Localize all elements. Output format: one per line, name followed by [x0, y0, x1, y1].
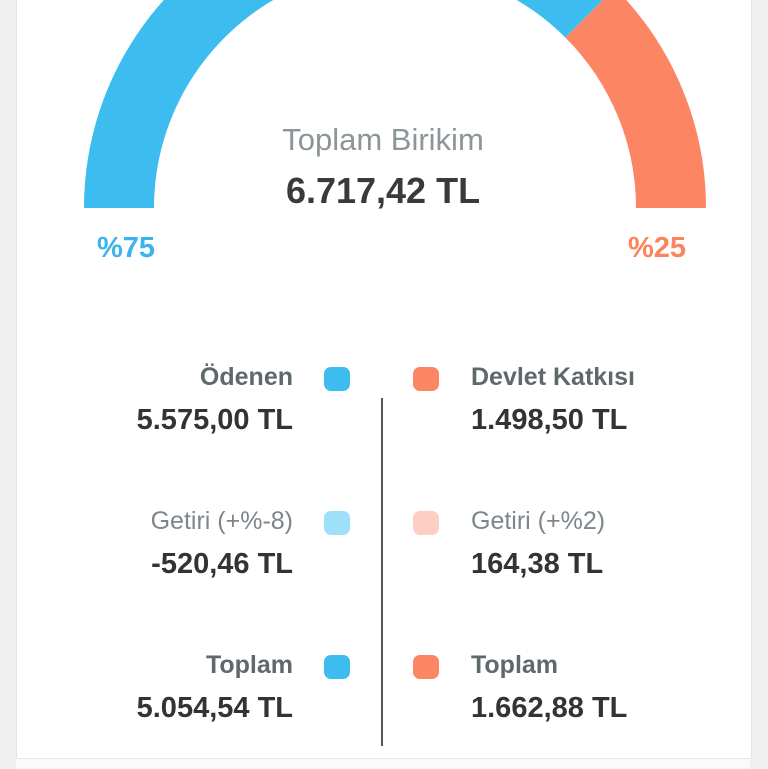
- total-savings-label: Toplam Birikim: [282, 122, 484, 157]
- state-percentage: %25: [628, 232, 687, 264]
- paid-percentage: %75: [97, 232, 156, 264]
- state-return-label: Getiri (+%2): [471, 507, 606, 535]
- paid-value: 5.575,00 TL: [136, 404, 293, 436]
- state-return-legend-dot: [413, 511, 439, 535]
- gauge-arc-state: [564, 0, 706, 209]
- state-total-value: 1.662,88 TL: [471, 692, 628, 724]
- state-contribution-value: 1.498,50 TL: [471, 404, 628, 436]
- state-return-value: 164,38 TL: [471, 548, 604, 580]
- paid-legend-dot: [324, 367, 350, 391]
- paid-total-value: 5.054,54 TL: [136, 692, 293, 724]
- state-legend-dot: [413, 367, 439, 391]
- paid-return-label: Getiri (+%-8): [150, 507, 293, 535]
- total-savings-value: 6.717,42 TL: [285, 170, 481, 211]
- paid-return-legend-dot: [324, 511, 350, 535]
- card-bottom-edge: [16, 758, 750, 769]
- state-total-legend-dot: [413, 655, 439, 679]
- state-contribution-label: Devlet Katkısı: [471, 363, 635, 391]
- paid-total-label: Toplam: [205, 651, 293, 679]
- column-divider: [381, 398, 383, 746]
- state-total-label: Toplam: [471, 651, 559, 679]
- paid-total-legend-dot: [324, 655, 350, 679]
- paid-label: Ödenen: [199, 363, 293, 391]
- gauge-arc-paid: [84, 0, 603, 209]
- paid-return-value: -520,46 TL: [151, 548, 293, 580]
